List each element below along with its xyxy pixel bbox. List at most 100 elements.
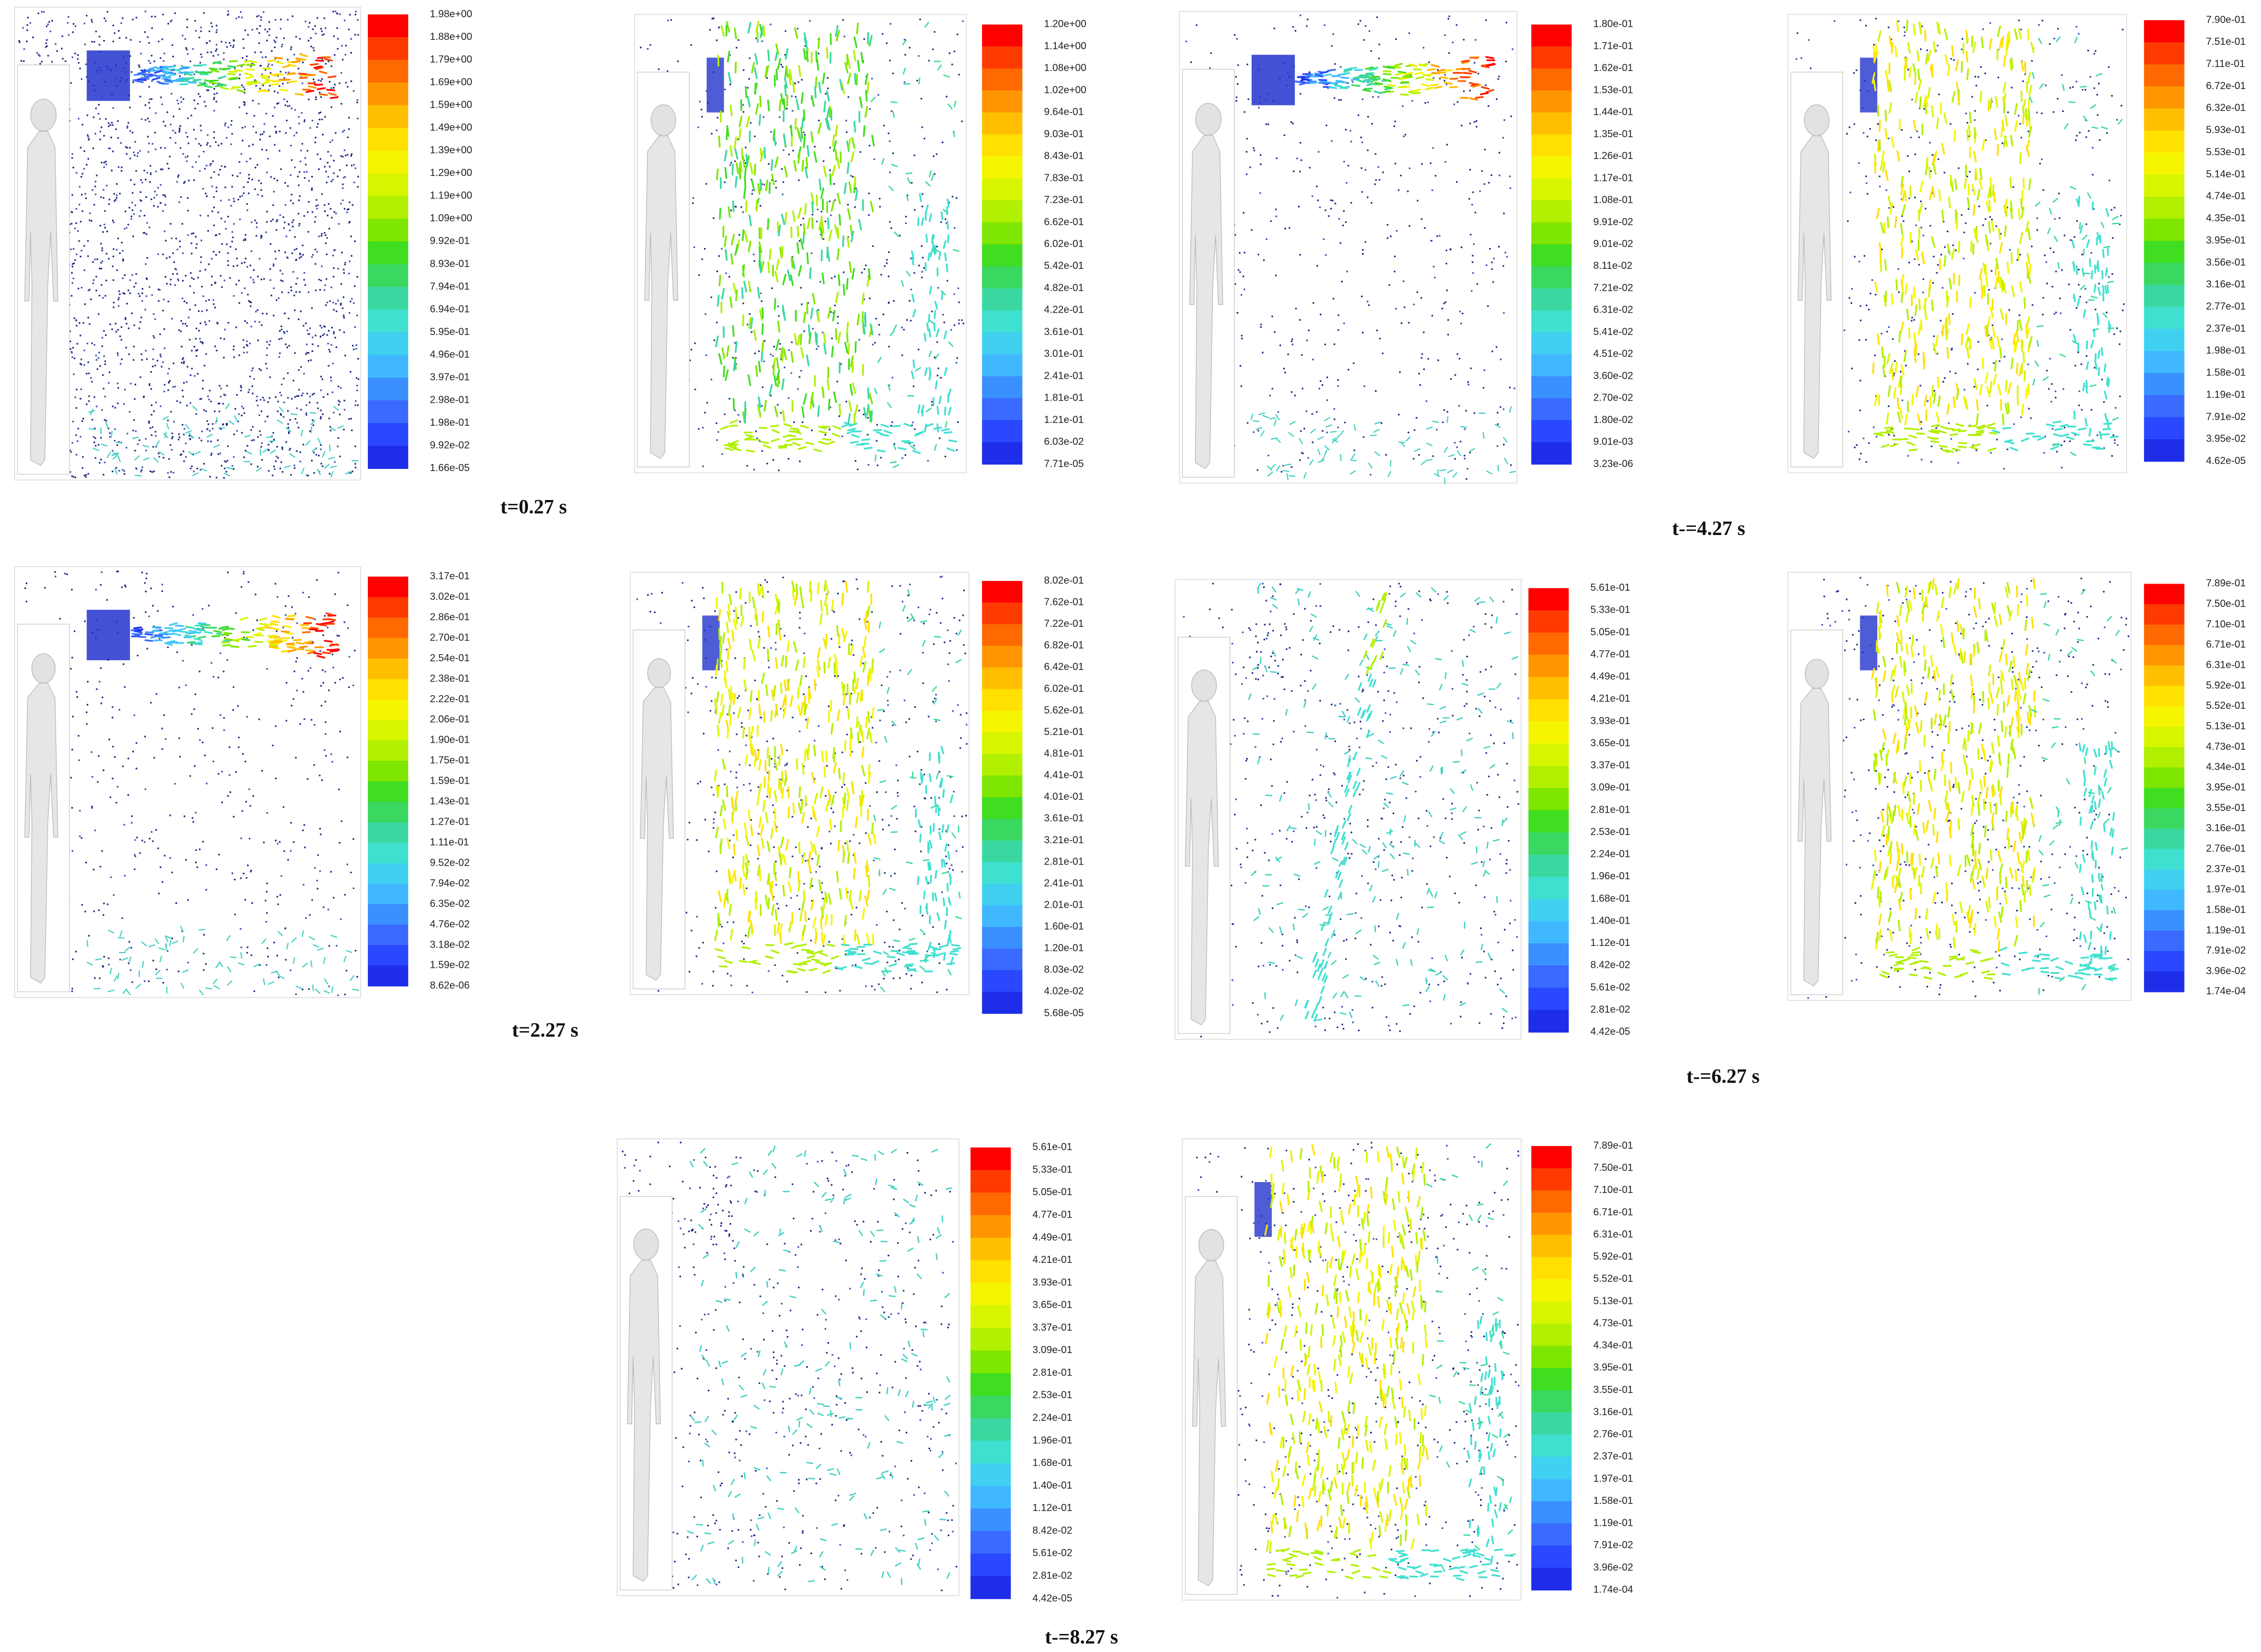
particle [116,444,118,446]
particle [127,224,129,226]
particle [129,107,131,108]
particle [299,38,301,40]
particle [847,204,849,205]
particle [312,211,313,213]
particle [306,414,307,416]
particle [301,395,303,396]
particle [2036,112,2038,114]
particle [798,81,800,83]
particle [267,66,269,67]
particle [1834,20,1835,22]
particle [1272,388,1273,390]
particle [351,430,353,431]
particle [155,431,156,433]
particle [242,140,243,142]
particle [113,279,114,281]
particle [1320,380,1322,382]
particle [1923,234,1924,236]
particle [322,134,324,136]
particle [251,250,252,252]
particle [215,234,216,236]
particle [1210,52,1212,54]
particle [1506,256,1508,258]
particle [2045,85,2047,86]
particle [781,168,783,170]
particle [2042,189,2044,191]
particle [215,50,216,52]
particle [1369,30,1370,32]
velocity-vector [280,90,287,91]
particle [250,463,252,465]
colorbar-label: 4.82e-01 [1044,281,1084,293]
particle [266,40,268,42]
particle [1859,380,1861,381]
particle [879,334,880,336]
particle [348,28,350,30]
particle [113,25,114,26]
particle [1849,192,1851,193]
particle [1989,22,1991,24]
particle [2099,139,2100,141]
particle [1309,72,1311,73]
particle [1479,191,1481,192]
particle [716,322,718,324]
particle [140,210,142,211]
particle [85,63,87,65]
particle [780,64,782,66]
particle [185,443,187,444]
particle [868,192,870,194]
colorbar-swatch [368,196,408,219]
particle [1334,63,1336,65]
particle [329,473,331,474]
velocity-vector [731,105,732,115]
particle [101,127,102,128]
particle [1291,391,1293,393]
particle [239,161,240,163]
particle [954,227,955,229]
particle [133,213,135,215]
particle [940,377,942,379]
velocity-vector [1462,61,1469,62]
particle [1851,302,1852,304]
particle [172,252,174,254]
particle [245,59,247,61]
particle [134,184,136,185]
particle [320,28,322,30]
particle [120,142,122,144]
colorbar-swatch [982,25,1023,47]
particle [295,109,296,111]
particle [183,450,184,452]
particle [99,36,101,38]
particle [1378,166,1379,168]
particle [133,151,134,153]
particle [340,387,342,389]
particle [324,210,326,212]
particle [121,326,122,328]
particle [167,420,169,421]
particle [262,313,263,314]
particle [1907,455,1909,457]
particle [343,272,345,274]
particle [197,468,198,469]
particle [1977,369,1978,371]
particle [1394,121,1396,122]
particle [2081,409,2083,410]
particle [209,31,210,32]
particle [189,339,191,340]
particle [1869,128,1871,130]
particle [1338,218,1340,220]
particle [326,334,328,336]
particle [1923,278,1924,280]
particle [1469,123,1471,125]
particle [760,205,761,207]
particle [958,323,960,325]
particle [316,199,318,201]
particle [253,269,255,271]
particle [891,377,893,379]
particle [240,387,242,389]
particle [342,184,344,185]
particle [1378,44,1380,45]
particle [265,232,267,233]
particle [86,343,88,344]
particle [104,419,105,421]
